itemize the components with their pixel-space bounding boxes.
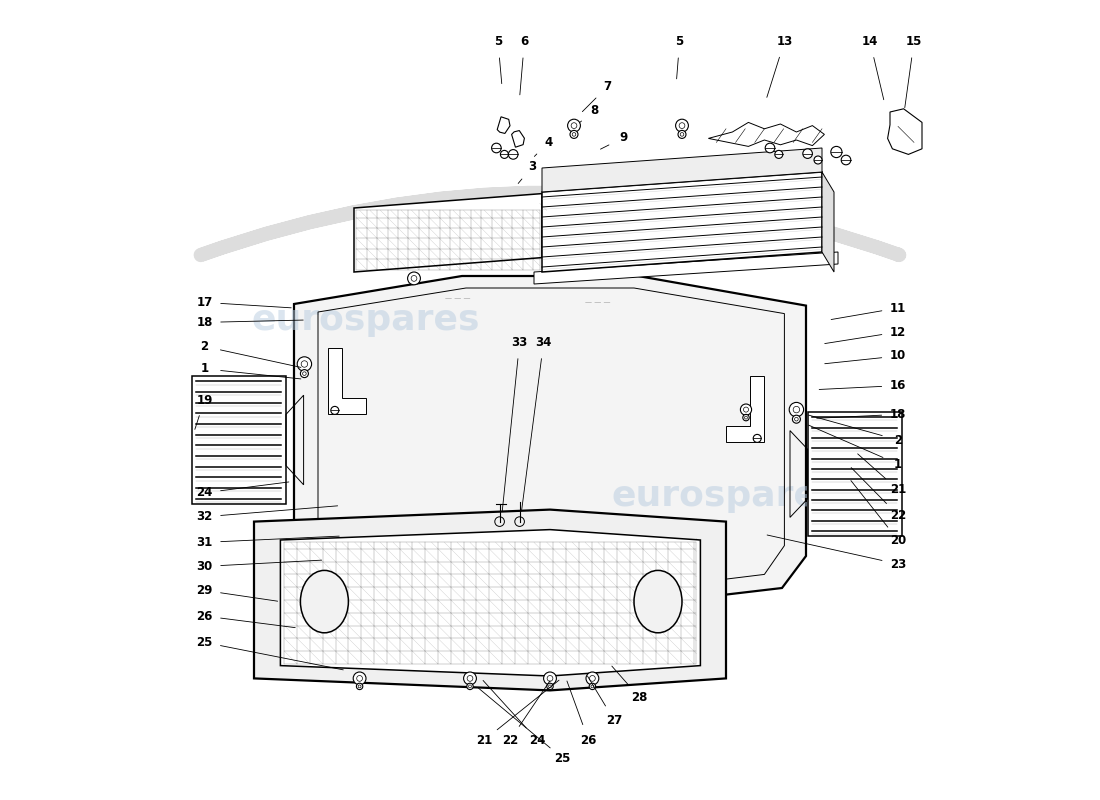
Polygon shape xyxy=(534,252,838,284)
Circle shape xyxy=(803,149,813,158)
Bar xyxy=(191,376,286,504)
Circle shape xyxy=(492,143,502,153)
Circle shape xyxy=(543,672,557,685)
Text: 30: 30 xyxy=(196,560,212,573)
Circle shape xyxy=(774,150,783,158)
Circle shape xyxy=(331,406,339,414)
Circle shape xyxy=(353,672,366,685)
Polygon shape xyxy=(354,194,542,272)
Text: 2: 2 xyxy=(894,434,902,446)
Circle shape xyxy=(508,150,518,159)
Text: 22: 22 xyxy=(502,734,518,746)
Text: 17: 17 xyxy=(196,296,212,309)
Text: 10: 10 xyxy=(890,350,906,362)
Text: 14: 14 xyxy=(861,35,878,48)
Circle shape xyxy=(678,130,686,138)
Text: 11: 11 xyxy=(890,302,906,314)
Text: 18: 18 xyxy=(196,316,212,329)
Text: 5: 5 xyxy=(494,35,502,48)
Text: 23: 23 xyxy=(890,558,906,570)
Text: 7: 7 xyxy=(604,80,612,93)
Circle shape xyxy=(675,119,689,132)
FancyArrowPatch shape xyxy=(200,193,900,255)
Circle shape xyxy=(814,156,822,164)
Polygon shape xyxy=(822,172,834,272)
Text: 16: 16 xyxy=(890,379,906,392)
Circle shape xyxy=(590,683,595,690)
Text: 15: 15 xyxy=(905,35,922,48)
Circle shape xyxy=(740,404,751,415)
Circle shape xyxy=(754,434,761,442)
Text: 21: 21 xyxy=(476,734,493,746)
Text: 22: 22 xyxy=(890,509,906,522)
Polygon shape xyxy=(542,172,822,272)
Text: — — —: — — — xyxy=(446,295,471,301)
Circle shape xyxy=(300,370,308,378)
Circle shape xyxy=(568,119,581,132)
Text: 31: 31 xyxy=(196,536,212,549)
Text: 2: 2 xyxy=(200,340,209,353)
Circle shape xyxy=(356,683,363,690)
Polygon shape xyxy=(254,510,726,690)
Circle shape xyxy=(766,143,774,153)
Text: eurospares: eurospares xyxy=(252,303,481,337)
Ellipse shape xyxy=(300,570,349,633)
Text: 26: 26 xyxy=(196,610,212,622)
Text: 21: 21 xyxy=(890,483,906,496)
Circle shape xyxy=(463,672,476,685)
Text: 28: 28 xyxy=(631,691,648,704)
Text: 34: 34 xyxy=(536,336,552,349)
Circle shape xyxy=(408,272,420,285)
Text: 1: 1 xyxy=(200,362,209,375)
Circle shape xyxy=(742,414,749,421)
Text: eurospares: eurospares xyxy=(612,479,840,513)
Text: 27: 27 xyxy=(606,714,623,726)
Text: 24: 24 xyxy=(529,734,546,746)
Circle shape xyxy=(547,683,553,690)
Text: 9: 9 xyxy=(619,131,628,144)
Text: 8: 8 xyxy=(590,104,598,117)
Circle shape xyxy=(500,150,508,158)
Circle shape xyxy=(792,415,801,423)
Text: 26: 26 xyxy=(580,734,596,746)
Text: 29: 29 xyxy=(196,584,212,597)
Text: 12: 12 xyxy=(890,326,906,338)
Circle shape xyxy=(830,146,842,158)
Text: 33: 33 xyxy=(512,336,528,349)
Circle shape xyxy=(789,402,804,417)
Circle shape xyxy=(466,683,473,690)
Text: 25: 25 xyxy=(554,752,571,765)
Text: 4: 4 xyxy=(544,136,552,149)
Ellipse shape xyxy=(634,570,682,633)
Text: 18: 18 xyxy=(890,408,906,421)
Circle shape xyxy=(842,155,850,165)
Text: 5: 5 xyxy=(675,35,684,48)
Text: 1: 1 xyxy=(894,458,902,470)
Circle shape xyxy=(570,130,578,138)
Polygon shape xyxy=(726,376,764,442)
Text: 20: 20 xyxy=(890,534,906,546)
Text: 19: 19 xyxy=(196,394,212,406)
Text: 24: 24 xyxy=(196,486,212,499)
Polygon shape xyxy=(542,148,822,192)
Polygon shape xyxy=(328,348,366,414)
Polygon shape xyxy=(294,276,806,604)
Polygon shape xyxy=(280,530,701,676)
Text: — — —: — — — xyxy=(585,299,611,305)
Text: 13: 13 xyxy=(777,35,792,48)
Circle shape xyxy=(586,672,598,685)
Text: 32: 32 xyxy=(196,510,212,523)
Circle shape xyxy=(297,357,311,371)
Text: 3: 3 xyxy=(528,160,537,173)
Bar xyxy=(807,412,902,536)
Text: 6: 6 xyxy=(520,35,528,48)
Text: 25: 25 xyxy=(196,636,212,649)
